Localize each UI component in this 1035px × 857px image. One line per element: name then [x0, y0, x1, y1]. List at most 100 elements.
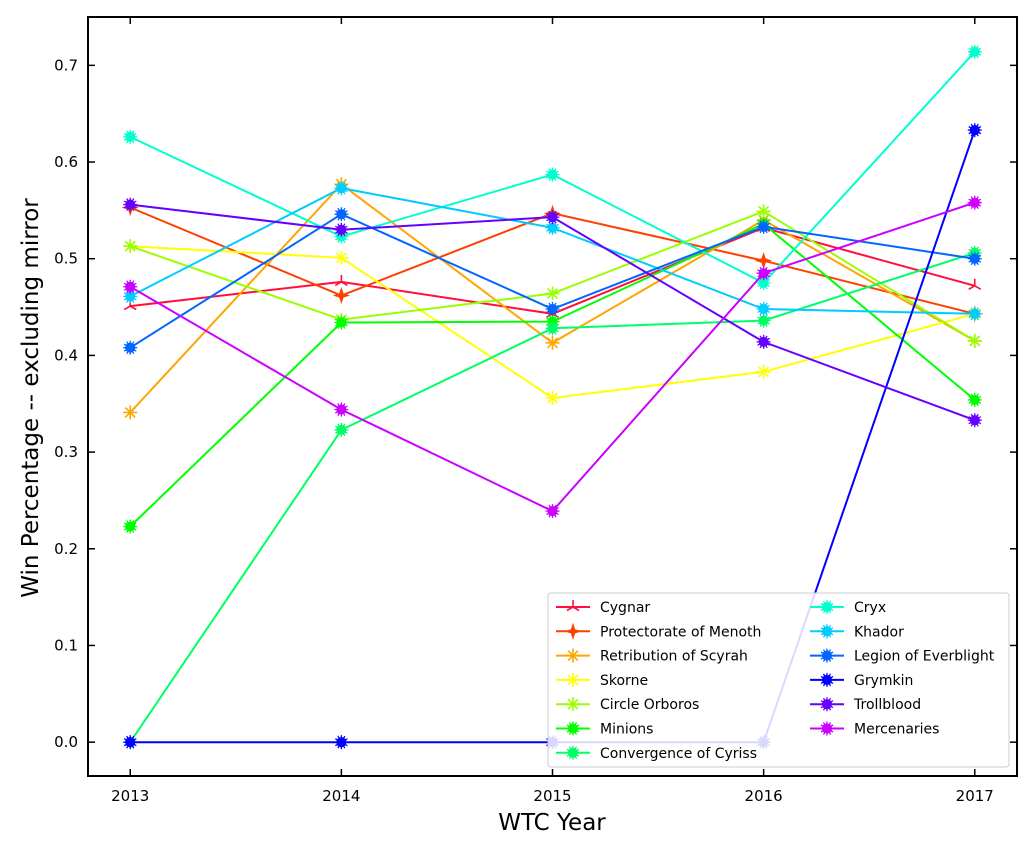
- data-point: [123, 197, 138, 212]
- marker-stroke: [123, 132, 137, 141]
- marker-stroke: [820, 675, 834, 684]
- y-axis-label: Win Percentage -- excluding mirror: [18, 198, 44, 598]
- marker-stroke: [340, 281, 348, 287]
- y-tick-label: 0.4: [54, 346, 78, 364]
- marker-stroke: [968, 309, 982, 318]
- data-point: [545, 220, 560, 235]
- marker-stroke: [129, 305, 137, 311]
- data-point: [334, 250, 349, 265]
- marker-stroke: [820, 724, 834, 733]
- data-point: [545, 504, 560, 519]
- data-point: [545, 301, 560, 316]
- axis-ticks: 2013 2014 2015 2016 2017 0.0 0.1 0.2 0.3 0.4 0.5 0.…: [54, 17, 1017, 805]
- data-point: [123, 239, 138, 254]
- legend-label: Trollblood: [853, 697, 921, 713]
- marker-stroke: [820, 602, 834, 612]
- data-point: [967, 123, 982, 138]
- series-mercenaries: [123, 195, 982, 519]
- marker-stroke: [123, 522, 137, 531]
- marker-stroke: [572, 606, 580, 612]
- legend-item: Skorne: [556, 672, 648, 689]
- marker-stroke: [566, 606, 574, 612]
- data-point: [756, 275, 771, 290]
- marker-stroke: [546, 392, 559, 404]
- legend-label: Protectorate of Menoth: [600, 624, 761, 640]
- marker-stroke: [123, 305, 131, 311]
- marker-stroke: [546, 324, 559, 333]
- data-point: [123, 519, 138, 534]
- marker-stroke: [757, 337, 771, 346]
- marker-stroke: [123, 282, 137, 291]
- marker-stroke: [968, 395, 982, 404]
- data-point: [756, 266, 771, 281]
- marker-stroke: [123, 738, 137, 747]
- marker-stroke: [567, 650, 579, 662]
- series-lines: [121, 44, 984, 750]
- marker-stroke: [334, 281, 342, 287]
- x-tick-label: 2017: [956, 787, 994, 805]
- data-point: [967, 306, 982, 321]
- data-point: [967, 195, 982, 210]
- marker-stroke: [546, 337, 559, 349]
- data-point: [123, 129, 138, 144]
- marker-stroke: [124, 406, 136, 418]
- marker-stroke: [566, 724, 580, 733]
- marker-stroke: [566, 748, 580, 757]
- y-tick-label: 0.6: [54, 153, 78, 171]
- marker-stroke: [968, 47, 982, 56]
- series-legion-of-everblight: [123, 207, 982, 355]
- series-line: [129, 201, 976, 513]
- legend-item: Minions: [556, 721, 653, 738]
- y-tick-label: 0.0: [54, 733, 78, 751]
- marker-stroke: [123, 292, 137, 301]
- x-tick-label: 2014: [322, 787, 360, 805]
- data-point: [967, 251, 982, 266]
- legend-label: Cygnar: [600, 600, 650, 616]
- data-point: [967, 413, 982, 428]
- x-tick-label: 2015: [533, 787, 571, 805]
- marker-stroke: [334, 318, 348, 327]
- series-khador: [123, 181, 982, 321]
- data-point: [545, 286, 560, 301]
- legend-label: Convergence of Cyriss: [600, 746, 757, 762]
- legend-label: Skorne: [600, 673, 648, 689]
- marker-stroke: [546, 213, 559, 222]
- marker-stroke: [334, 405, 348, 414]
- marker-stroke: [334, 210, 348, 219]
- marker-stroke: [335, 252, 347, 264]
- marker-stroke: [567, 698, 579, 710]
- marker-shape: [564, 622, 582, 640]
- legend-item: Retribution of Scyrah: [556, 648, 748, 665]
- marker-stroke: [334, 425, 348, 434]
- data-point: [123, 405, 138, 420]
- marker-stroke: [757, 316, 771, 325]
- y-tick-label: 0.1: [54, 636, 78, 654]
- data-point: [334, 181, 349, 196]
- marker-stroke: [758, 205, 770, 217]
- data-point: [334, 735, 349, 750]
- marker-stroke: [968, 285, 976, 290]
- marker-stroke: [974, 285, 982, 290]
- data-point: [334, 222, 349, 237]
- data-point: [334, 315, 349, 330]
- series-line: [129, 51, 976, 285]
- data-point: [545, 210, 560, 225]
- x-tick-label: 2016: [745, 787, 783, 805]
- marker-stroke: [757, 222, 771, 231]
- legend-item: Convergence of Cyriss: [556, 745, 757, 762]
- data-point: [756, 301, 771, 316]
- legend-label: Cryx: [854, 600, 886, 616]
- y-tick-label: 0.7: [54, 56, 78, 74]
- marker-stroke: [123, 200, 137, 209]
- y-tick-label: 0.2: [54, 540, 78, 558]
- data-point: [545, 335, 560, 350]
- legend-label: Mercenaries: [854, 722, 939, 738]
- data-point: [967, 333, 982, 348]
- marker-stroke: [567, 674, 579, 686]
- data-point: [334, 402, 349, 417]
- data-point: [123, 340, 138, 355]
- marker-stroke: [546, 288, 559, 300]
- marker-stroke: [758, 366, 770, 378]
- data-point: [334, 207, 349, 222]
